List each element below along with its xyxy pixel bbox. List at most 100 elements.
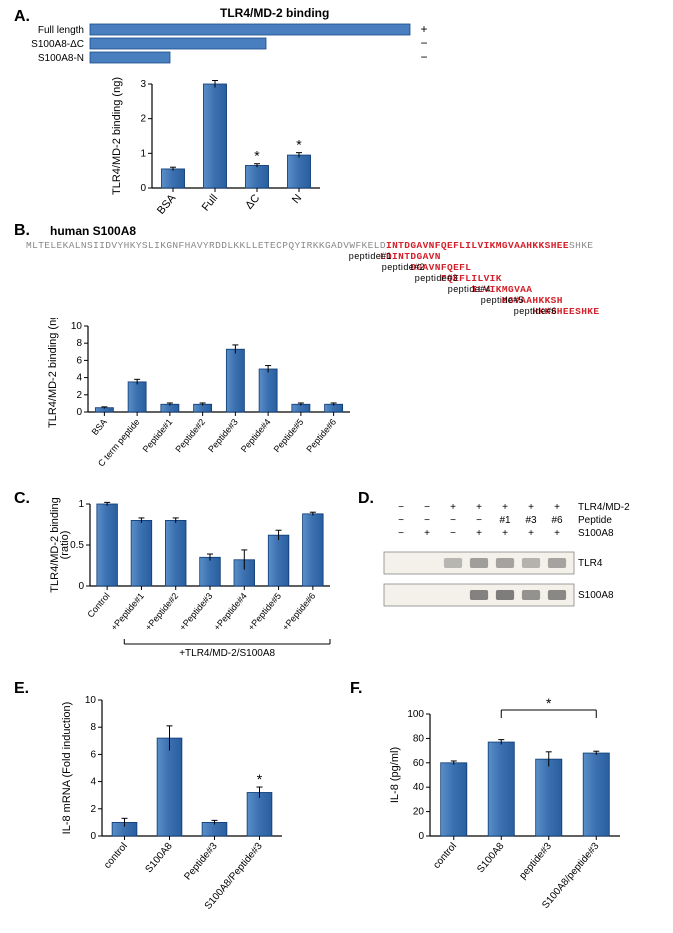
svg-text:−: −	[420, 50, 427, 64]
svg-text:+: +	[476, 528, 482, 539]
svg-text:IL-8 (pg/ml): IL-8 (pg/ml)	[389, 747, 401, 803]
panel-c-chart: 00.51TLR4/MD-2 binding(ratio)Control+Pep…	[40, 496, 340, 656]
svg-text:+: +	[450, 502, 456, 513]
svg-text:control: control	[431, 841, 459, 871]
svg-text:+Peptide#4: +Peptide#4	[212, 591, 249, 633]
svg-text:40: 40	[413, 782, 425, 793]
svg-text:control: control	[102, 841, 130, 871]
svg-text:100: 100	[407, 709, 424, 720]
svg-text:*: *	[257, 771, 263, 787]
svg-text:+: +	[502, 528, 508, 539]
svg-text:+: +	[420, 22, 427, 36]
svg-text:8: 8	[90, 722, 96, 733]
svg-text:S100A8: S100A8	[578, 528, 614, 539]
svg-text:IL-8 mRNA (Fold induction): IL-8 mRNA (Fold induction)	[61, 702, 73, 835]
svg-text:+: +	[476, 502, 482, 513]
svg-text:0: 0	[78, 581, 84, 592]
svg-text:BSA: BSA	[90, 417, 109, 437]
panel-b-chart: 0246810TLR4/MD-2 binding (ng)BSAC term p…	[40, 318, 360, 478]
svg-text:+: +	[554, 528, 560, 539]
svg-text:ΔC: ΔC	[243, 192, 262, 211]
svg-text:0: 0	[90, 831, 96, 842]
svg-text:S100A8-ΔC: S100A8-ΔC	[31, 39, 84, 50]
svg-text:*: *	[546, 695, 552, 711]
svg-text:−: −	[398, 502, 404, 513]
svg-text:Peptide: Peptide	[578, 515, 612, 526]
svg-text:Peptide#2: Peptide#2	[173, 417, 207, 454]
svg-text:TLR4/MD-2 binding (ng): TLR4/MD-2 binding (ng)	[111, 77, 123, 195]
svg-text:*: *	[254, 148, 260, 164]
svg-text:−: −	[450, 515, 456, 526]
panel-b-seq-title: human S100A8	[50, 224, 136, 238]
svg-text:+Peptide#3: +Peptide#3	[177, 591, 214, 633]
svg-text:6: 6	[76, 355, 82, 366]
panel-a-title: TLR4/MD-2 binding	[220, 6, 329, 20]
svg-text:3: 3	[140, 79, 146, 90]
svg-text:+: +	[528, 528, 534, 539]
svg-text:4: 4	[90, 777, 96, 788]
svg-text:Peptide#5: Peptide#5	[272, 417, 306, 454]
svg-text:−: −	[420, 36, 427, 50]
svg-text:2: 2	[140, 114, 146, 125]
svg-text:6: 6	[90, 749, 96, 760]
svg-text:0: 0	[140, 183, 146, 194]
svg-text:peptide#3: peptide#3	[517, 841, 554, 882]
svg-text:Peptide#6: Peptide#6	[304, 417, 338, 454]
svg-text:#3: #3	[525, 515, 537, 526]
svg-text:60: 60	[413, 758, 425, 769]
svg-text:Peptide#3: Peptide#3	[206, 417, 240, 454]
svg-text:Control: Control	[85, 591, 111, 620]
svg-text:−: −	[424, 515, 430, 526]
svg-text:+: +	[554, 502, 560, 513]
svg-text:−: −	[476, 515, 482, 526]
svg-text:Peptide#3: Peptide#3	[182, 841, 220, 883]
svg-text:+Peptide#5: +Peptide#5	[246, 591, 283, 633]
svg-text:+: +	[502, 502, 508, 513]
svg-text:#1: #1	[499, 515, 511, 526]
panel-c-label: C.	[14, 490, 30, 508]
panel-a-chart: 0123TLR4/MD-2 binding (ng)BSAFull*ΔC*N	[100, 76, 330, 214]
svg-text:TLR4/MD-2 binding (ng): TLR4/MD-2 binding (ng)	[47, 318, 59, 428]
svg-text:10: 10	[71, 321, 83, 332]
svg-text:10: 10	[85, 695, 97, 706]
panel-d-blot: − − + + + + + TLR4/MD-2 − − − − #1 #3 #6 Peptide − + − + + + +…	[370, 498, 660, 628]
panel-a-diagram: Full length + S100A8-ΔC − S100A8-N −	[12, 22, 472, 68]
svg-text:0: 0	[418, 831, 424, 842]
panel-b-sequence: MLTELEKALNSIIDVYHKYSLIKGNFHAVYRDDLKKLLET…	[26, 240, 600, 317]
svg-text:S100A8: S100A8	[143, 841, 175, 876]
svg-text:(ratio): (ratio)	[59, 531, 71, 560]
svg-text:+Peptide#2: +Peptide#2	[143, 591, 180, 633]
svg-text:N: N	[290, 192, 304, 206]
svg-text:Peptide#1: Peptide#1	[141, 417, 175, 454]
svg-text:Full length: Full length	[38, 25, 84, 36]
svg-text:2: 2	[76, 390, 82, 401]
svg-text:Full: Full	[200, 192, 221, 213]
svg-text:+Peptide#1: +Peptide#1	[109, 591, 146, 633]
svg-text:−: −	[450, 528, 456, 539]
svg-text:#6: #6	[551, 515, 563, 526]
svg-text:+: +	[528, 502, 534, 513]
svg-text:TLR4: TLR4	[578, 558, 603, 569]
svg-text:80: 80	[413, 733, 425, 744]
svg-text:TLR4/MD-2: TLR4/MD-2	[578, 502, 630, 513]
svg-text:+: +	[424, 528, 430, 539]
svg-text:BSA: BSA	[155, 192, 179, 214]
svg-text:−: −	[398, 528, 404, 539]
panel-b-label: B.	[14, 222, 30, 240]
svg-text:−: −	[424, 502, 430, 513]
svg-text:*: *	[296, 137, 302, 153]
svg-text:20: 20	[413, 807, 425, 818]
svg-text:0: 0	[76, 407, 82, 418]
svg-text:S100A8-N: S100A8-N	[38, 53, 84, 64]
panel-f-chart: 0 20 40 60 80 100 IL-8 (pg/ml) control S100A8 pep…	[380, 690, 630, 920]
svg-text:Peptide#4: Peptide#4	[239, 417, 273, 454]
panel-e-chart: 0 2 4 6 8 10 IL-8 mRNA (Fold induction) control…	[52, 690, 292, 920]
svg-text:2: 2	[90, 804, 96, 815]
svg-text:0.5: 0.5	[70, 540, 84, 551]
svg-text:S100A8: S100A8	[475, 841, 507, 876]
panel-f-label: F.	[350, 680, 362, 698]
svg-text:+TLR4/MD-2/S100A8: +TLR4/MD-2/S100A8	[179, 648, 275, 656]
svg-text:1: 1	[78, 499, 84, 510]
svg-text:4: 4	[76, 373, 82, 384]
svg-text:−: −	[398, 515, 404, 526]
